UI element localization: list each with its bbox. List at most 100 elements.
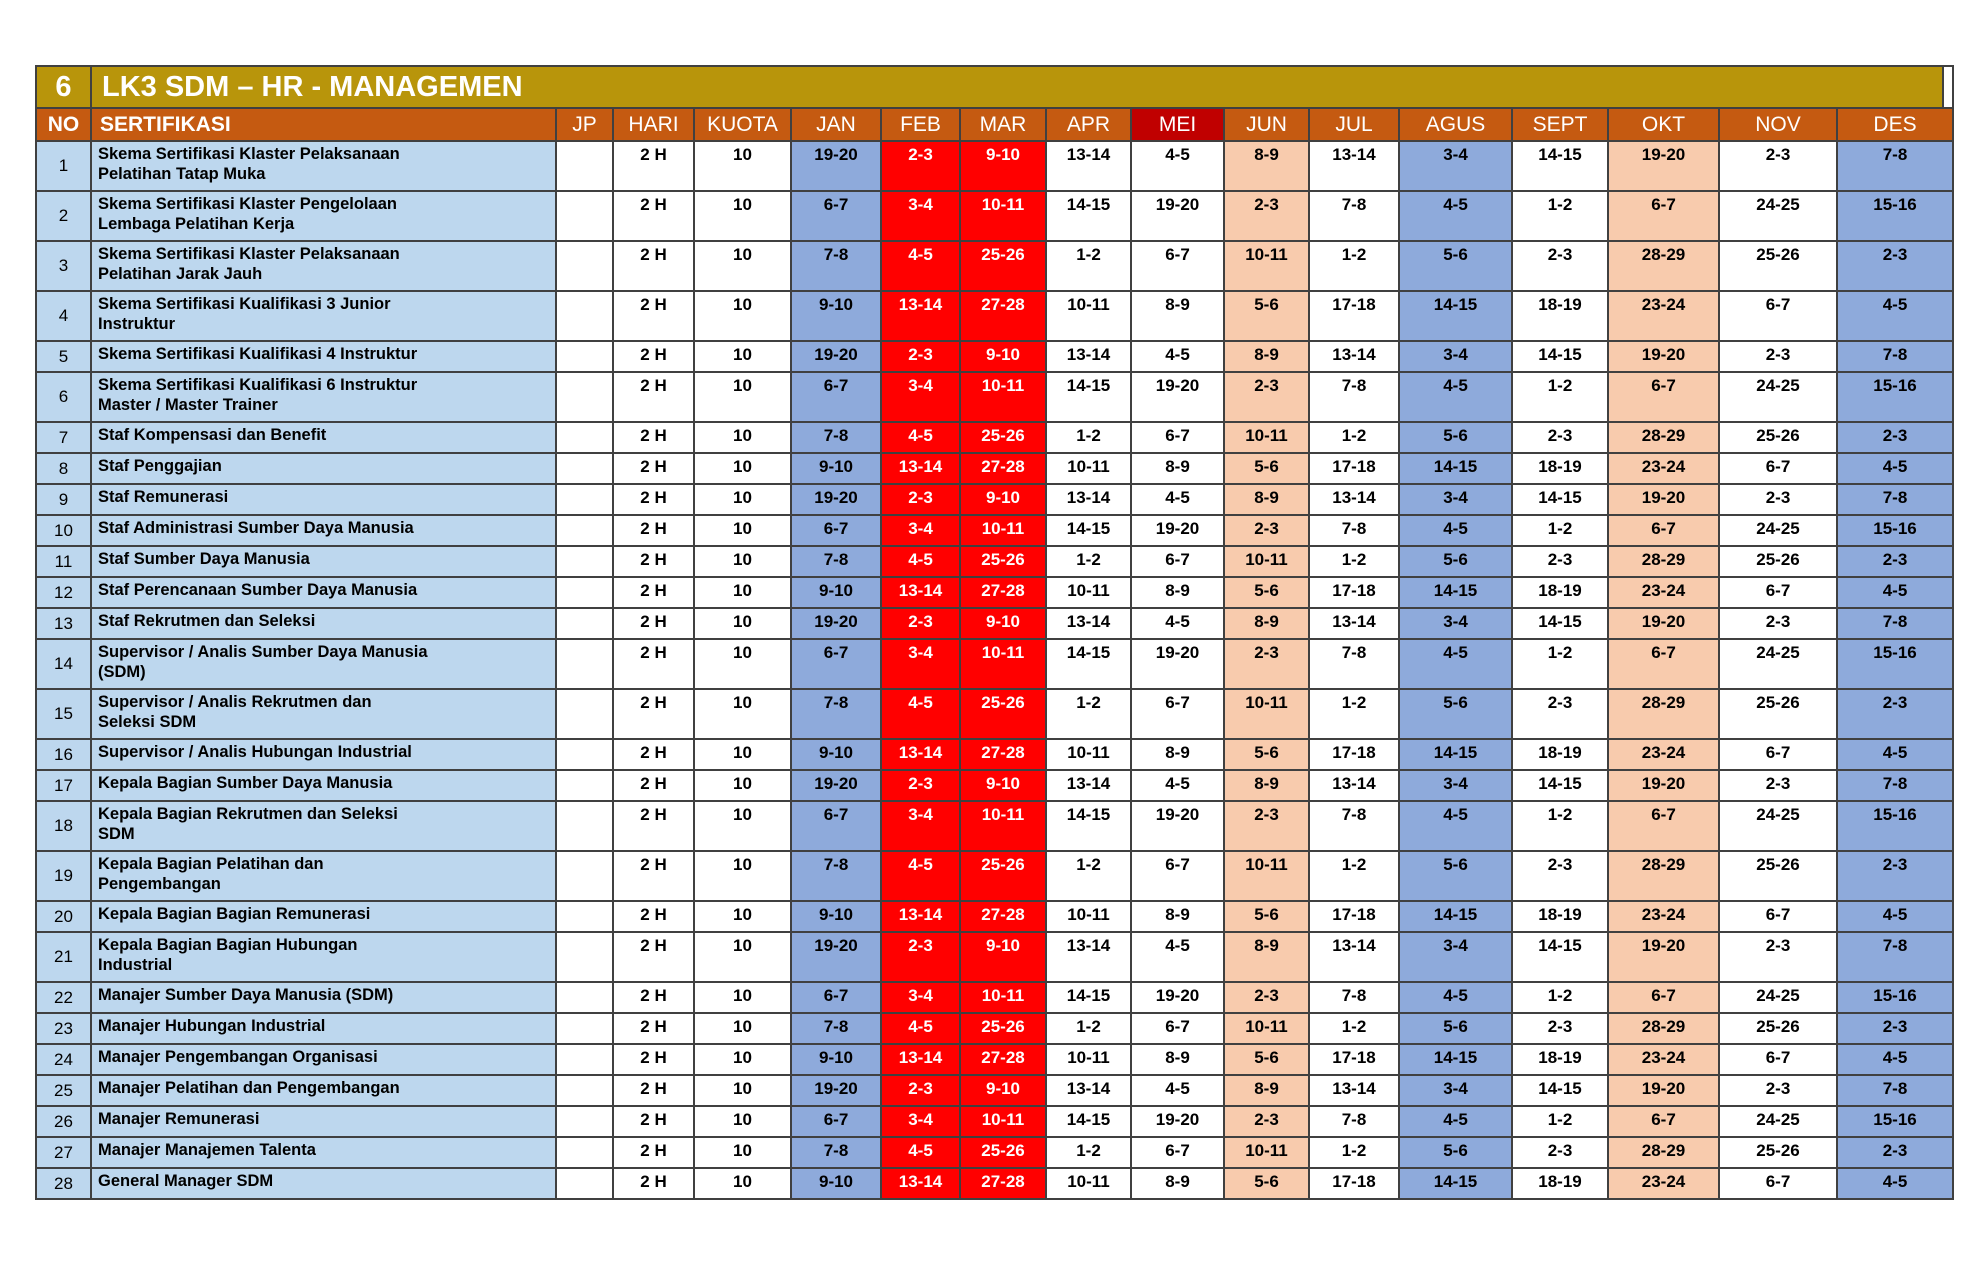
date-cell-okt: 23-24 <box>1607 576 1720 609</box>
date-cell-agus: 14-15 <box>1398 576 1513 609</box>
jp-cell <box>555 900 614 933</box>
date-cell-mar: 25-26 <box>959 1136 1047 1169</box>
date-cell-nov: 2-3 <box>1718 483 1838 516</box>
date-cell-feb: 13-14 <box>880 738 961 771</box>
date-cell-sept: 18-19 <box>1511 452 1609 485</box>
date-cell-jul: 7-8 <box>1308 1105 1400 1138</box>
kuota-cell: 10 <box>693 483 792 516</box>
date-cell-des: 2-3 <box>1835 1136 1955 1169</box>
table-row: 1 Skema Sertifikasi Klaster Pelaksanaan P… <box>35 140 1955 192</box>
row-number-cell: 28 <box>35 1167 92 1200</box>
date-cell-apr: 10-11 <box>1045 900 1132 933</box>
date-cell-mei: 8-9 <box>1130 1043 1225 1076</box>
date-cell-nov: 24-25 <box>1718 981 1838 1014</box>
date-cell-apr: 10-11 <box>1045 576 1132 609</box>
table-row: 6 Skema Sertifikasi Kualifikasi 6 Instruk… <box>35 371 1955 423</box>
row-number-cell: 4 <box>35 290 92 342</box>
date-cell-agus: 4-5 <box>1398 638 1513 690</box>
date-cell-feb: 4-5 <box>880 240 961 292</box>
date-cell-jun: 8-9 <box>1223 140 1310 192</box>
date-cell-jan: 19-20 <box>790 483 882 516</box>
date-cell-feb: 13-14 <box>880 900 961 933</box>
date-cell-okt: 28-29 <box>1607 421 1720 454</box>
date-cell-des: 7-8 <box>1835 931 1955 983</box>
date-cell-jan: 7-8 <box>790 545 882 578</box>
date-cell-des: 7-8 <box>1835 340 1955 373</box>
column-header-agus: AGUS <box>1398 107 1513 142</box>
column-header-mar: MAR <box>959 107 1047 142</box>
date-cell-okt: 6-7 <box>1607 514 1720 547</box>
date-cell-des: 7-8 <box>1835 483 1955 516</box>
date-cell-jun: 5-6 <box>1223 452 1310 485</box>
date-cell-jun: 5-6 <box>1223 738 1310 771</box>
date-cell-feb: 3-4 <box>880 981 961 1014</box>
date-cell-agus: 5-6 <box>1398 1012 1513 1045</box>
date-cell-sept: 1-2 <box>1511 514 1609 547</box>
date-cell-des: 4-5 <box>1835 452 1955 485</box>
date-cell-jan: 6-7 <box>790 981 882 1014</box>
date-cell-mei: 4-5 <box>1130 769 1225 802</box>
date-cell-mar: 9-10 <box>959 483 1047 516</box>
hari-cell: 2 H <box>612 514 695 547</box>
date-cell-mar: 9-10 <box>959 1074 1047 1107</box>
row-number-cell: 15 <box>35 688 92 740</box>
row-number-cell: 2 <box>35 190 92 242</box>
date-cell-jun: 10-11 <box>1223 1012 1310 1045</box>
hari-cell: 2 H <box>612 483 695 516</box>
date-cell-jun: 10-11 <box>1223 1136 1310 1169</box>
date-cell-mei: 19-20 <box>1130 800 1225 852</box>
certification-name-cell: Staf Administrasi Sumber Daya Manusia <box>90 514 557 547</box>
kuota-cell: 10 <box>693 688 792 740</box>
date-cell-jan: 6-7 <box>790 1105 882 1138</box>
date-cell-apr: 14-15 <box>1045 1105 1132 1138</box>
date-cell-feb: 4-5 <box>880 1012 961 1045</box>
date-cell-jul: 1-2 <box>1308 1012 1400 1045</box>
date-cell-des: 2-3 <box>1835 850 1955 902</box>
date-cell-okt: 28-29 <box>1607 240 1720 292</box>
date-cell-mei: 4-5 <box>1130 483 1225 516</box>
date-cell-agus: 4-5 <box>1398 981 1513 1014</box>
date-cell-agus: 4-5 <box>1398 190 1513 242</box>
table-row: 14 Supervisor / Analis Sumber Daya Manusi… <box>35 638 1955 690</box>
date-cell-mar: 25-26 <box>959 545 1047 578</box>
date-cell-mei: 19-20 <box>1130 371 1225 423</box>
date-cell-apr: 1-2 <box>1045 688 1132 740</box>
hari-cell: 2 H <box>612 190 695 242</box>
jp-cell <box>555 638 614 690</box>
row-number-cell: 7 <box>35 421 92 454</box>
date-cell-apr: 14-15 <box>1045 638 1132 690</box>
date-cell-mar: 10-11 <box>959 638 1047 690</box>
date-cell-jan: 7-8 <box>790 688 882 740</box>
date-cell-jul: 1-2 <box>1308 688 1400 740</box>
certification-name-cell: Manajer Hubungan Industrial <box>90 1012 557 1045</box>
date-cell-mar: 25-26 <box>959 421 1047 454</box>
column-header-feb: FEB <box>880 107 961 142</box>
date-cell-mar: 10-11 <box>959 371 1047 423</box>
date-cell-jan: 6-7 <box>790 514 882 547</box>
date-cell-agus: 5-6 <box>1398 421 1513 454</box>
date-cell-feb: 2-3 <box>880 1074 961 1107</box>
date-cell-okt: 6-7 <box>1607 800 1720 852</box>
date-cell-nov: 24-25 <box>1718 371 1838 423</box>
date-cell-feb: 2-3 <box>880 140 961 192</box>
column-header-mei: MEI <box>1130 107 1225 142</box>
hari-cell: 2 H <box>612 800 695 852</box>
hari-cell: 2 H <box>612 140 695 192</box>
date-cell-jul: 1-2 <box>1308 421 1400 454</box>
date-cell-mei: 4-5 <box>1130 931 1225 983</box>
date-cell-agus: 14-15 <box>1398 290 1513 342</box>
date-cell-jun: 2-3 <box>1223 638 1310 690</box>
date-cell-feb: 13-14 <box>880 290 961 342</box>
jp-cell <box>555 1136 614 1169</box>
date-cell-mar: 25-26 <box>959 1012 1047 1045</box>
certification-name-cell: Kepala Bagian Rekrutmen dan Seleksi SDM <box>90 800 557 852</box>
date-cell-jan: 9-10 <box>790 1043 882 1076</box>
date-cell-okt: 19-20 <box>1607 607 1720 640</box>
date-cell-agus: 5-6 <box>1398 1136 1513 1169</box>
date-cell-mar: 27-28 <box>959 1043 1047 1076</box>
date-cell-sept: 14-15 <box>1511 340 1609 373</box>
column-header-des: DES <box>1835 107 1955 142</box>
date-cell-mei: 8-9 <box>1130 738 1225 771</box>
date-cell-agus: 3-4 <box>1398 1074 1513 1107</box>
date-cell-mei: 6-7 <box>1130 421 1225 454</box>
